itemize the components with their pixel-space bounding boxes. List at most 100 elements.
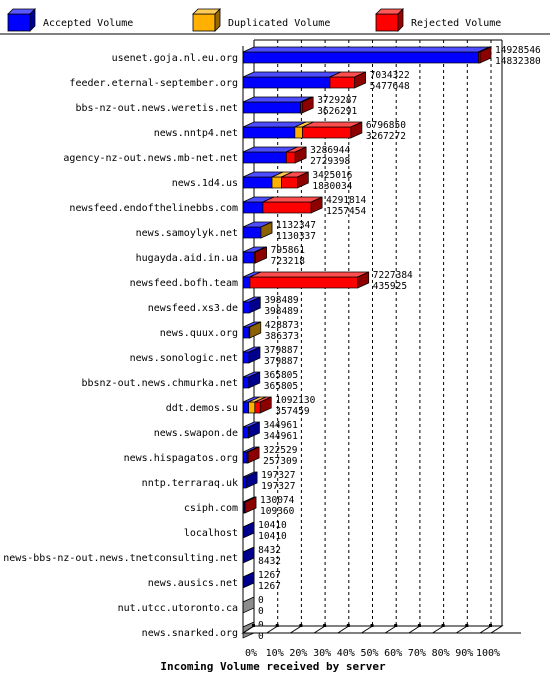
tick-dot	[347, 624, 350, 627]
legend-swatch	[193, 14, 215, 31]
category-label: news.snarked.org	[142, 628, 238, 639]
bar-row	[243, 272, 369, 288]
x-tick-label: 80%	[432, 648, 450, 659]
x-tick-label: 50%	[360, 648, 378, 659]
tick-dot	[276, 624, 279, 627]
total-value-label: 8432	[258, 545, 281, 556]
category-label: csiph.com	[184, 503, 238, 514]
bar-row	[243, 297, 260, 313]
accepted-value-label: 344961	[263, 431, 298, 442]
x-tick-label: 30%	[313, 648, 331, 659]
accepted-value-label: 365805	[264, 381, 298, 392]
category-label: newsfeed.endofthelinebbs.com	[69, 203, 238, 214]
x-tick-label: 0%	[245, 648, 257, 659]
category-label: hugayda.aid.in.ua	[136, 253, 238, 264]
total-value-label: 3729287	[317, 95, 357, 106]
accepted-value-label: 386373	[265, 331, 299, 342]
bar-accepted-volume	[243, 347, 260, 363]
accepted-value-label: 1257454	[326, 206, 366, 217]
bar-row	[243, 247, 267, 263]
tick-dot	[442, 624, 445, 627]
category-label: localhost	[184, 528, 238, 539]
bar-accepted-volume	[243, 422, 259, 438]
total-value-label: 344961	[263, 420, 298, 431]
bar-row	[243, 222, 272, 238]
bar-row	[243, 422, 259, 438]
total-value-label: 398489	[264, 295, 299, 306]
bar-accepted-volume	[243, 572, 254, 588]
accepted-value-label: 357459	[275, 406, 310, 417]
x-tick-label: 90%	[455, 648, 473, 659]
tick-dot	[299, 624, 302, 627]
category-label: news.samoylyk.net	[136, 228, 238, 239]
bar-row	[243, 372, 260, 388]
x-tick-label: 70%	[408, 648, 426, 659]
total-value-label: 7227384	[373, 270, 413, 281]
legend-label: Accepted Volume	[43, 18, 133, 29]
total-value-label: 428873	[265, 320, 299, 331]
bar-row	[243, 72, 366, 88]
category-label: news.hispagatos.org	[124, 453, 238, 464]
bar-empty	[243, 597, 254, 613]
x-axis-title: Incoming Volume received by server	[160, 660, 386, 673]
accepted-value-label: 5477648	[370, 81, 410, 92]
category-label: newsfeed.xs3.de	[148, 303, 238, 314]
bar-accepted-volume	[243, 47, 489, 63]
category-label: ddt.demos.su	[166, 403, 238, 414]
x-tick-label: 40%	[337, 648, 355, 659]
axis-floor	[243, 626, 502, 633]
bar-row	[243, 322, 261, 338]
category-label: news.ausics.net	[148, 578, 238, 589]
bar-accepted-volume	[243, 522, 254, 538]
total-value-label: 0	[258, 595, 264, 606]
bar-accepted-volume	[243, 72, 341, 88]
category-label: feeder.eternal-september.org	[69, 78, 238, 89]
accepted-value-label: 109360	[260, 506, 295, 517]
total-value-label: 795861	[271, 245, 306, 256]
accepted-value-label: 3626291	[317, 106, 357, 117]
category-label: news.quux.org	[160, 328, 238, 339]
bar-row	[243, 197, 322, 213]
tick-dot	[489, 624, 492, 627]
category-label: news-bbs-nz-out.news.tnetconsulting.net	[3, 553, 238, 564]
total-value-label: 130074	[260, 495, 295, 506]
x-tick-label: 100%	[476, 648, 500, 659]
accepted-value-label: 8432	[258, 556, 281, 567]
total-value-label: 3286944	[310, 145, 350, 156]
accepted-value-label: 723218	[271, 256, 306, 267]
x-tick-label: 60%	[384, 648, 402, 659]
category-label: agency-nz-out.news.mb-net.net	[63, 153, 238, 164]
total-value-label: 6796850	[366, 120, 406, 131]
total-value-label: 3425016	[312, 170, 352, 181]
accepted-value-label: 10410	[258, 531, 287, 542]
bar-rejected-volume	[302, 122, 361, 138]
category-label: newsfeed.bofh.team	[130, 278, 238, 289]
bar-row	[243, 347, 260, 363]
bar-rejected-volume	[250, 272, 369, 288]
total-value-label: 14928546	[495, 45, 541, 56]
bar-row	[243, 397, 271, 413]
legend-swatch	[376, 14, 398, 31]
total-value-label: 379887	[264, 345, 298, 356]
bar-row	[243, 147, 306, 163]
total-value-label: 197327	[261, 470, 295, 481]
category-label: news.swapon.de	[154, 428, 238, 439]
bar-accepted-volume	[243, 372, 260, 388]
total-value-label: 7034322	[370, 70, 410, 81]
accepted-value-label: 379887	[264, 356, 298, 367]
total-value-label: 4291814	[326, 195, 366, 206]
tick-dot	[252, 624, 255, 627]
bar-rejected-volume	[330, 72, 366, 88]
total-value-label: 1092130	[275, 395, 315, 406]
accepted-value-label: 197327	[261, 481, 295, 492]
category-label: nut.utcc.utoronto.ca	[118, 603, 238, 614]
x-tick-label: 20%	[289, 648, 307, 659]
category-label: news.1d4.us	[172, 178, 238, 189]
category-label: nntp.terraraq.uk	[142, 478, 238, 489]
total-value-label: 1132347	[276, 220, 316, 231]
bar-row	[243, 597, 254, 613]
category-label: news.sonologic.net	[130, 353, 238, 364]
category-label: usenet.goja.nl.eu.org	[112, 53, 238, 64]
